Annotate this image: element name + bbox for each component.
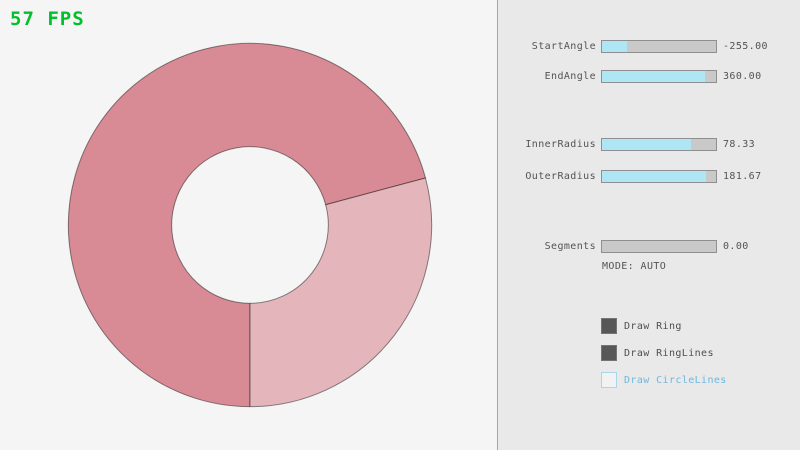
ring-canvas bbox=[67, 42, 433, 408]
end-angle-slider[interactable] bbox=[601, 70, 717, 83]
draw-circlelines-label: Draw CircleLines bbox=[624, 374, 727, 386]
segments-value: 0.00 bbox=[723, 241, 749, 252]
segments-mode-text: MODE: AUTO bbox=[602, 261, 667, 272]
slider-row-start-angle: StartAngle -255.00 bbox=[498, 40, 800, 53]
slider-row-segments: Segments 0.00 bbox=[498, 240, 800, 253]
checkbox-row-draw-ringlines: Draw RingLines bbox=[601, 345, 714, 361]
draw-ring-checkbox[interactable] bbox=[601, 318, 617, 334]
draw-circlelines-checkbox[interactable] bbox=[601, 372, 617, 388]
draw-ring-label: Draw Ring bbox=[624, 320, 682, 332]
slider-fill bbox=[602, 71, 705, 82]
checkbox-row-draw-circlelines: Draw CircleLines bbox=[601, 372, 727, 388]
draw-ringlines-checkbox[interactable] bbox=[601, 345, 617, 361]
outer-radius-slider[interactable] bbox=[601, 170, 717, 183]
ring-sector-single-pass bbox=[249, 177, 433, 408]
slider-fill bbox=[602, 139, 692, 150]
outer-radius-label: OuterRadius bbox=[525, 171, 596, 182]
end-angle-value: 360.00 bbox=[723, 71, 762, 82]
draw-ringlines-label: Draw RingLines bbox=[624, 347, 714, 359]
slider-row-end-angle: EndAngle 360.00 bbox=[498, 70, 800, 83]
start-angle-value: -255.00 bbox=[723, 41, 768, 52]
inner-radius-label: InnerRadius bbox=[525, 139, 596, 150]
outer-radius-value: 181.67 bbox=[723, 171, 762, 182]
checkbox-row-draw-ring: Draw Ring bbox=[601, 318, 682, 334]
control-panel: StartAngle -255.00 EndAngle 360.00 Inner… bbox=[497, 0, 800, 450]
fps-counter: 57 FPS bbox=[10, 8, 85, 30]
ring-sector-double-pass bbox=[67, 42, 427, 408]
slider-row-inner-radius: InnerRadius 78.33 bbox=[498, 138, 800, 151]
start-angle-slider[interactable] bbox=[601, 40, 717, 53]
slider-fill bbox=[602, 171, 706, 182]
segments-slider[interactable] bbox=[601, 240, 717, 253]
inner-radius-slider[interactable] bbox=[601, 138, 717, 151]
start-angle-label: StartAngle bbox=[531, 41, 596, 52]
end-angle-label: EndAngle bbox=[544, 71, 596, 82]
inner-radius-value: 78.33 bbox=[723, 139, 756, 150]
slider-row-outer-radius: OuterRadius 181.67 bbox=[498, 170, 800, 183]
slider-fill bbox=[602, 41, 627, 52]
segments-label: Segments bbox=[544, 241, 596, 252]
